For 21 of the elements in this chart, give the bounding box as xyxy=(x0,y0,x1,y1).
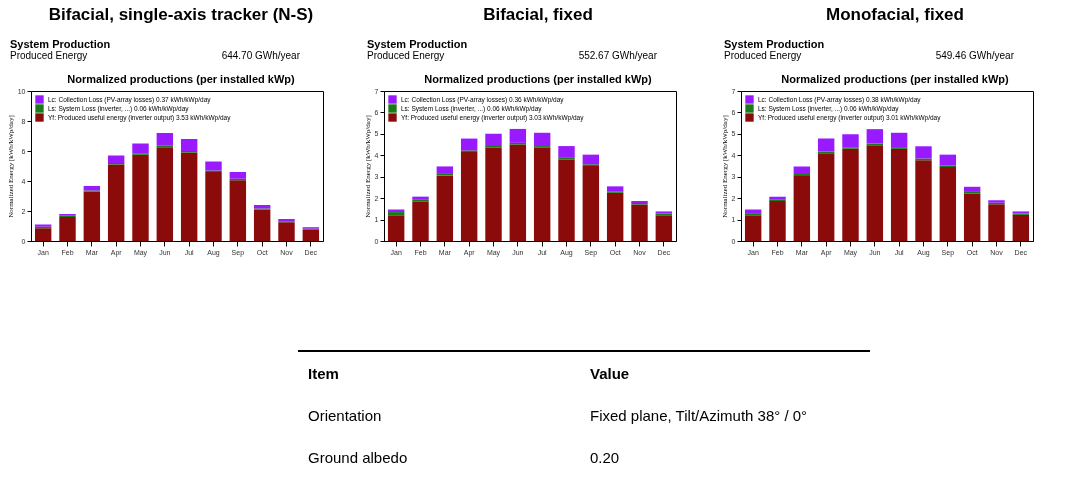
text: 552.67 GWh/year xyxy=(578,50,657,61)
text: Orientation xyxy=(308,406,383,424)
text: Produced Energy xyxy=(367,50,445,61)
text: 549.46 GWh/year xyxy=(935,50,1014,61)
text: Fixed plane, Tilt/Azimuth 38° / 0° xyxy=(590,406,808,424)
chart-title: Monofacial, fixed xyxy=(825,4,965,26)
text: System Production xyxy=(10,38,112,50)
text: 644.70 GWh/year xyxy=(221,50,300,61)
text: System Production xyxy=(367,38,469,50)
chart-title: Bifacial, fixed xyxy=(482,4,594,26)
text: Item xyxy=(308,364,340,382)
chart-title: Bifacial, single-axis tracker (N-S) xyxy=(47,4,315,26)
chart-subtitle: Normalized productions (per installed kWp) xyxy=(780,73,1010,85)
text: Value xyxy=(590,364,630,382)
text: Produced Energy xyxy=(724,50,802,61)
text: Ground albedo xyxy=(308,448,409,466)
chart-subtitle: Normalized productions (per installed kWp) xyxy=(66,73,296,85)
text: Produced Energy xyxy=(10,50,88,61)
text: 0.20 xyxy=(590,448,620,466)
chart-subtitle: Normalized productions (per installed kWp) xyxy=(423,73,653,85)
text: System Production xyxy=(724,38,826,50)
